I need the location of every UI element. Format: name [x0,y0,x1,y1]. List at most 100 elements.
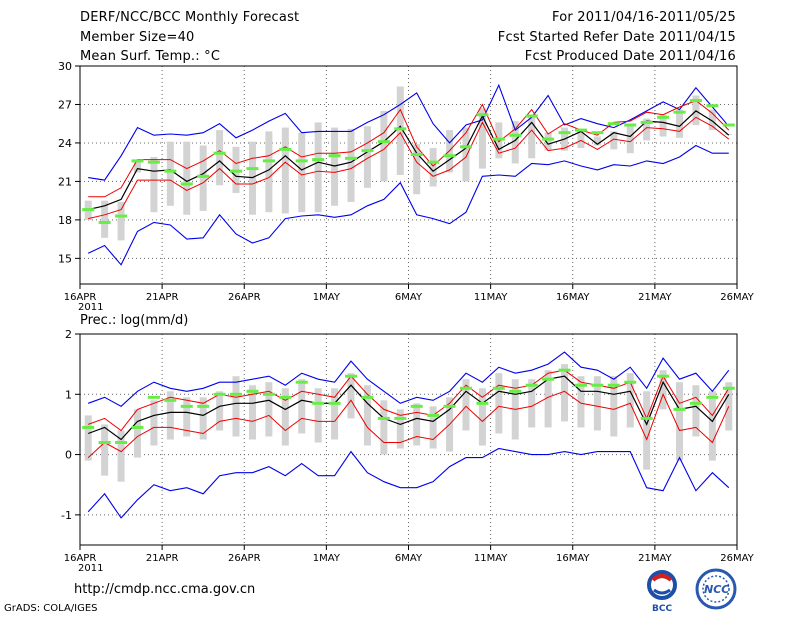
y-tick-label: 21 [58,175,72,188]
spread-box [462,127,470,182]
logos: BCC NCC [647,568,737,614]
spread-box [643,118,651,141]
ensemble-marker [164,169,177,173]
x-tick-label: 26MAY [720,553,754,564]
ensemble-marker [115,441,128,445]
ensemble-marker [82,208,95,212]
ensemble-marker [492,386,505,390]
x-tick-label: 16APR [64,553,97,564]
ensemble-marker [427,413,440,417]
spread-box [216,130,224,186]
x-tick-label: 1MAY [313,292,341,303]
spread-box [347,373,355,419]
ensemble-marker [230,169,243,173]
spread-box [544,132,552,151]
x-tick-label: 21APR [146,553,179,564]
member-size-label: Member Size=40 [80,30,195,45]
ensemble-marker [722,123,735,127]
spread-box [101,424,109,476]
ensemble-marker [607,122,620,126]
spread-box [462,379,470,431]
ensemble-marker [262,159,275,163]
spread-box [298,132,306,213]
ensemble-marker [607,383,620,387]
ensemble-marker [591,131,604,135]
spread-box [281,127,289,214]
ensemble-marker [377,140,390,144]
bcc-logo-text: BCC [652,604,672,614]
chart-title: DERF/NCC/BCC Monthly Forecast [80,10,300,25]
precip-title: Prec.: log(mm/d) [80,313,188,328]
ensemble-marker [394,127,407,131]
spread-box [676,109,684,138]
ensemble-marker [262,392,275,396]
series-line-mean [88,110,730,211]
x-tick-label: 6MAY [395,292,423,303]
spread-box [248,141,256,215]
ensemble-marker [180,404,193,408]
ensemble-marker [98,220,111,224]
produced-date: Fcst Produced Date 2011/04/16 [524,49,736,64]
ensemble-marker [722,386,735,390]
spread-box [413,403,421,446]
spread-box [331,127,339,206]
spread-box [593,376,601,431]
spread-box [101,200,109,238]
spread-box [478,388,486,446]
ensemble-marker [295,159,308,163]
ensemble-marker [328,401,341,405]
ensemble-marker [624,380,637,384]
spread-box [248,385,256,440]
ensemble-marker [345,374,358,378]
ensemble-marker [574,383,587,387]
ensemble-marker [246,167,259,171]
ensemble-marker [131,159,144,163]
ensemble-marker [476,113,489,117]
spread-box [561,364,569,422]
spread-box [133,409,141,458]
ensemble-marker [213,151,226,155]
x-tick-label: 6MAY [395,553,423,564]
spread-box [183,397,191,437]
ensemble-marker [558,131,571,135]
ensemble-marker [427,160,440,164]
spread-box [495,373,503,434]
series-line-mean [87,375,730,441]
ensemble-marker [147,395,160,399]
ensemble-marker [476,401,489,405]
series-line-upper [88,100,730,198]
spread-box [429,148,437,187]
series-line-upper [88,369,730,432]
spread-box [84,415,92,461]
forecast-period: For 2011/04/16-2011/05/25 [552,10,736,25]
spread-box [708,391,716,461]
ensemble-marker [657,115,670,119]
ensemble-marker [509,389,522,393]
series-line-min [87,447,730,519]
spread-box [380,400,388,455]
ensemble-marker [230,392,243,396]
source-url[interactable]: http://cmdp.ncc.cma.gov.cn [74,582,256,597]
spread-box [216,391,224,431]
ensemble-marker [640,120,653,124]
ensemble-marker [459,386,472,390]
spread-box [610,131,618,150]
spread-box [429,406,437,449]
series-line-lower [88,116,730,220]
ensemble-marker [312,158,325,162]
spread-box [676,382,684,461]
y-tick-label: 15 [58,252,72,265]
ensemble-marker [279,147,292,151]
ensemble-marker [410,404,423,408]
ensemble-marker [345,156,358,160]
x-tick-label: 11MAY [474,292,508,303]
ncc-logo-text: NCC [704,583,729,596]
ensemble-marker [147,160,160,164]
y-tick-label: 0 [65,449,72,462]
spread-box [183,141,191,215]
ensemble-marker [525,114,538,118]
spread-box [626,124,634,154]
ensemble-marker [492,137,505,141]
spread-box [708,109,716,131]
